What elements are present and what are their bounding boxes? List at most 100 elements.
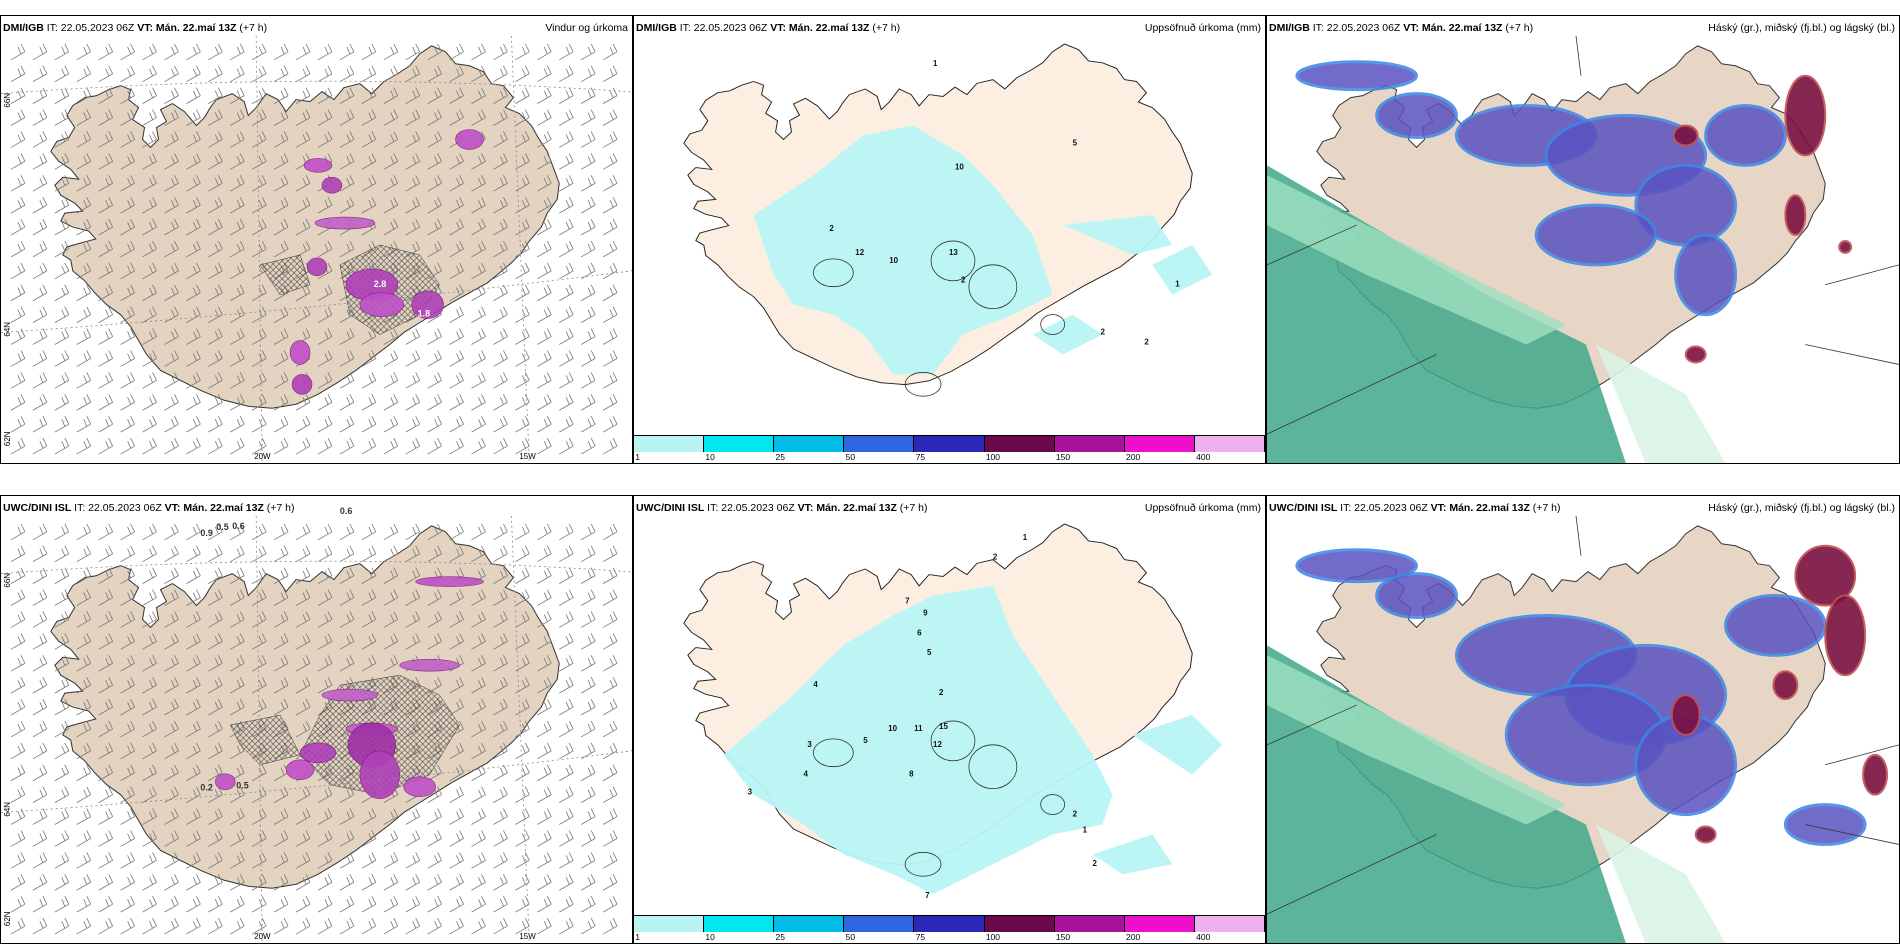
wind-barb [602,43,618,61]
precip-value-label: 0.2 [200,783,212,793]
wind-barb [295,109,311,126]
wind-barb [493,808,508,825]
wind-barb [537,589,552,606]
precip-value-label: 9 [923,608,928,617]
wind-barb [405,896,421,913]
wind-barb [602,109,618,126]
wind-barb [142,830,157,847]
valid-time: VT: Mán. 22.maí 13Z [164,502,264,514]
wind-barb [142,917,157,935]
wind-barb [54,262,70,280]
high-cloud-area [1784,194,1807,237]
wind-barb [164,109,179,126]
wind-barb [317,896,333,913]
wind-barb [120,218,135,236]
colorbar-tick-label: 75 [915,452,926,462]
wind-barb [10,545,26,563]
precip-cell [321,688,379,702]
valid-time: VT: Mán. 22.maí 13Z [797,502,897,514]
precip-value-label: 2 [1073,809,1078,818]
wind-barb [32,808,48,825]
wind-barb [186,372,201,389]
wind-barb [580,896,596,913]
panel-cloud-dmi: DMI/IGB IT: 22.05.2023 06Z VT: Mán. 22.m… [1266,15,1900,464]
wind-barb [120,240,135,258]
wind-barb [602,328,618,345]
colorbar: 1 10 25 50 75 100 150 200 400 [634,435,1265,463]
wind-barb [383,65,399,83]
precip-value-label: 1.8 [418,309,430,319]
wind-barb [186,394,201,411]
wind-barb [515,786,530,803]
wind-barb [602,852,618,869]
wind-barb [383,109,399,126]
wind-barb [230,131,245,148]
wind-barb [76,43,92,61]
wind-barb [120,808,135,825]
wind-barb [405,874,421,891]
wind-barb [580,677,596,694]
wind-barb [252,153,267,170]
init-time: IT: 22.05.2023 06Z [707,502,795,514]
wind-barb [273,372,289,389]
wind-barb [449,328,464,345]
wind-barb [602,65,618,83]
colorbar-swatch [1194,916,1265,932]
colorbar-tick-label: 25 [775,452,785,462]
wind-barb [54,611,70,628]
wind-barb [295,437,311,455]
wind-barb [273,153,289,170]
wind-barb [208,306,223,323]
wind-barb [295,131,311,148]
wind-barb [32,416,48,433]
precip-cell [215,773,236,790]
wind-barb [383,350,399,367]
wind-barb [361,153,377,170]
wind-barb [602,567,618,584]
colorbar-swatch [1054,436,1125,452]
wind-map-svg: 66N 64N 62N 20W 15W 0.9 0.6 0.5 0.6 0.2 0.5 [1,506,632,943]
wind-barb [186,218,201,236]
precip-value-label: 15 [939,722,948,731]
wind-barb [10,65,26,83]
wind-barb [427,109,442,126]
wind-barb [208,655,223,672]
wind-barb [10,131,26,148]
wind-barb [54,416,70,433]
wind-barb [580,306,596,323]
precip-value-label: 0.5 [216,522,228,532]
wind-barb [559,633,574,650]
panel-precip-dmi: 1 10 2 5 10 12 13 2 1 2 2 DMI/IGB IT: 22.05.2023 0… [633,15,1266,464]
wind-barb [515,874,530,891]
wind-barb [405,917,421,935]
wind-barb [32,306,48,323]
wind-barb [54,633,70,650]
wind-barb [317,197,333,214]
projection-lines [1267,515,1899,915]
wind-barb [32,523,48,541]
projection-line [1825,264,1899,286]
wind-barb [230,917,245,935]
wind-barb [602,394,618,411]
wind-barb [602,350,618,367]
colorbar-tick-label: 200 [1126,932,1141,942]
precip-value-label: 7 [925,891,930,900]
wind-barb [164,306,179,323]
wind-barb [580,87,596,104]
wind-barb [317,523,333,541]
wind-barb [142,394,157,411]
wind-barb [427,328,442,345]
wind-barb [32,437,48,455]
wind-barb [449,437,464,455]
wind-barb [230,109,245,126]
wind-barb [602,87,618,104]
wind-barb [427,874,442,891]
wind-barb [602,153,618,170]
wind-barb [493,764,508,782]
wind-barb [142,262,157,280]
wind-barb [76,65,92,83]
wind-barb [339,655,355,672]
wind-barb [339,567,355,584]
wind-barb [98,611,114,628]
wind-barb [427,852,442,869]
